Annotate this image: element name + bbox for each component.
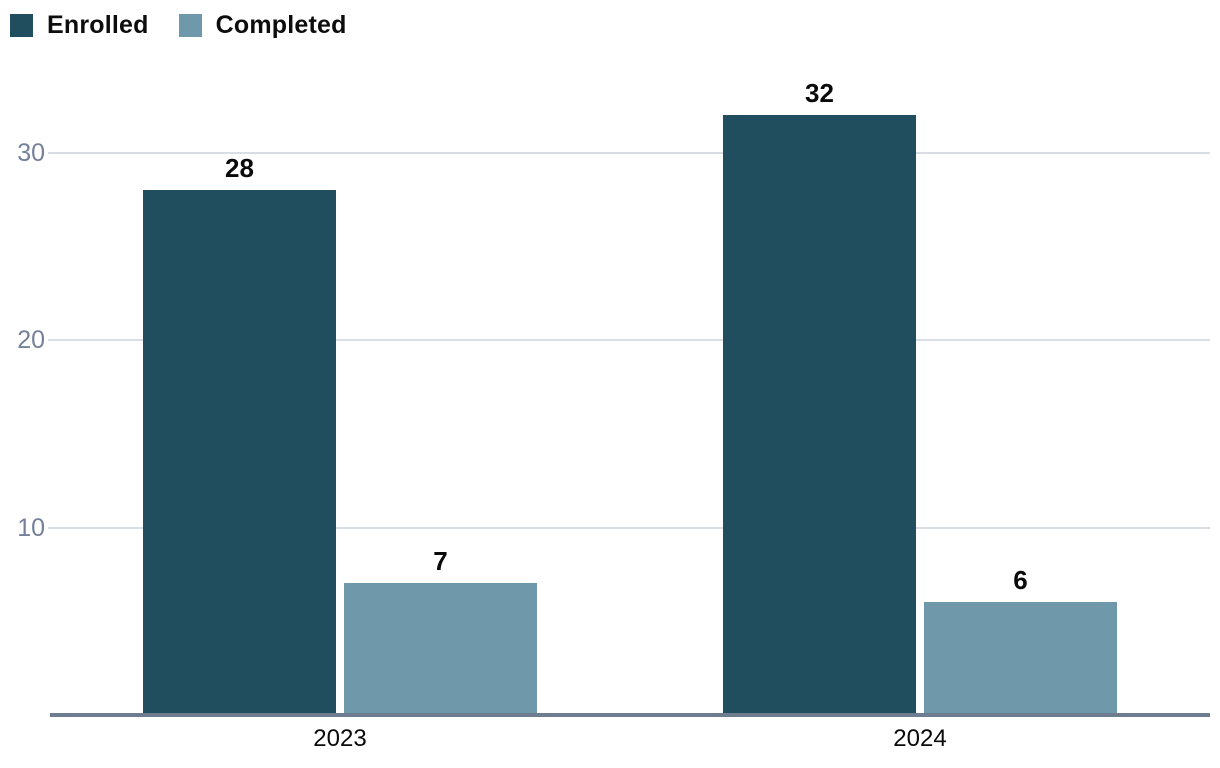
- legend-label-completed: Completed: [215, 11, 347, 39]
- y-axis-tick-20: 20: [17, 326, 45, 355]
- gridline-10: [48, 526, 1210, 529]
- gridline-30: [48, 152, 1210, 155]
- legend-label-enrolled: Enrolled: [47, 11, 149, 39]
- bar-completed-2024[interactable]: [924, 601, 1117, 714]
- x-axis-label-2023: 2023: [313, 725, 367, 752]
- legend-item-completed[interactable]: Completed: [178, 11, 347, 40]
- bar-completed-2023[interactable]: [344, 582, 537, 714]
- value-label-completed-2023: 7: [433, 545, 448, 576]
- legend-swatch-completed: [178, 14, 202, 37]
- y-axis-tick-10: 10: [17, 513, 45, 542]
- bar-enrolled-2024[interactable]: [723, 114, 916, 714]
- value-label-enrolled-2023: 28: [225, 152, 254, 183]
- value-label-enrolled-2024: 32: [805, 77, 834, 108]
- legend-swatch-enrolled: [10, 14, 33, 37]
- gridline-20: [48, 339, 1210, 342]
- bar-enrolled-2023[interactable]: [143, 189, 336, 714]
- y-axis-tick-30: 30: [17, 139, 45, 168]
- value-label-completed-2024: 6: [1013, 564, 1028, 595]
- legend-item-enrolled[interactable]: Enrolled: [10, 11, 149, 40]
- chart-legend: Enrolled Completed: [10, 11, 347, 40]
- x-axis-label-2024: 2024: [893, 725, 947, 752]
- x-axis-line: [50, 713, 1210, 717]
